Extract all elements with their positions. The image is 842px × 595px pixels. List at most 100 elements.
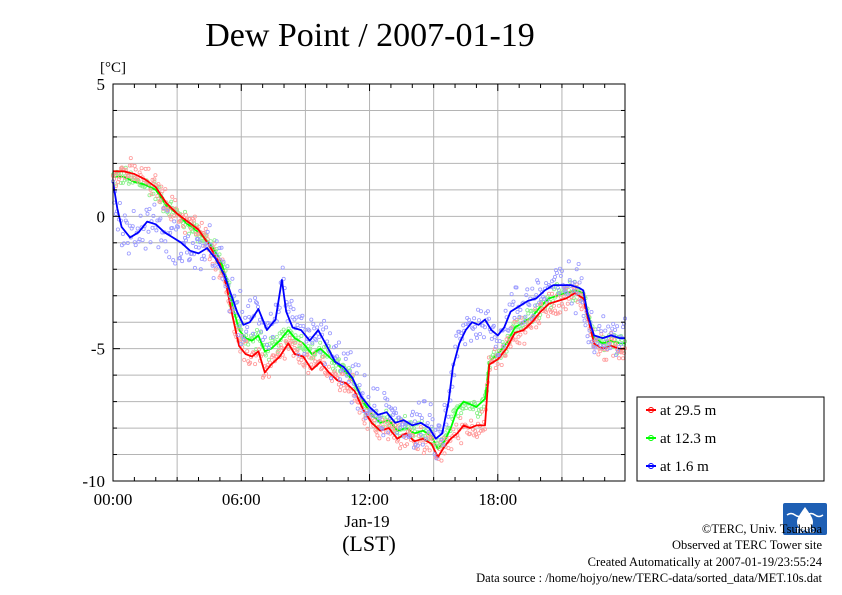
series-2-sample-point [268,311,273,316]
series-2-sample-point [184,250,189,255]
series-2-sample-point [133,243,138,248]
series-2-sample-point [322,318,327,323]
series-2-sample-point [384,403,389,408]
series-2-sample-point [270,334,275,339]
series-1-sample-point [122,178,127,183]
series-1-sample-point [299,333,304,338]
series-2-sample-point [291,307,296,312]
series-2-sample-point [485,309,490,314]
series-1-sample-point [471,407,476,412]
series-0-sample-point [458,415,463,420]
series-1-sample-point [126,181,131,186]
series-0-sample-point [291,353,296,358]
series-2-sample-point [572,280,577,285]
series-2-sample-point [524,293,529,298]
series-0-sample-point [272,359,277,364]
legend-label: at 29.5 m [660,403,717,419]
series-0-sample-point [515,340,520,345]
series-1-sample-point [472,399,477,404]
series-2-sample-point [607,341,612,346]
series-2-sample-point [577,280,582,285]
series-2-sample-point [565,292,570,297]
series-2-sample-point [232,293,237,298]
series-0-sample-point [404,442,409,447]
series-2-sample-point [244,329,249,334]
series-2-sample-point [306,327,311,332]
series-0-sample-point [439,458,444,463]
series-2-sample-point [501,344,506,349]
series-0-sample-point [180,224,185,229]
series-1-sample-point [168,201,173,206]
legend-label: at 1.6 m [660,459,709,475]
series-2-sample-point [508,326,513,331]
series-0-sample-point [537,321,542,326]
series-2-sample-point [300,313,305,318]
series-2-sample-point [409,413,414,418]
series-2-sample-point [592,350,597,355]
series-1-sample-point [208,239,213,244]
series-2-sample-point [527,303,532,308]
series-2-sample-point [339,381,344,386]
series-2-sample-point [526,302,531,307]
series-2-sample-point [274,319,279,324]
series-2-sample-point [512,315,517,320]
series-2-sample-point [156,245,161,250]
series-0-sample-point [486,355,491,360]
series-2-sample-point [611,321,616,326]
series-2-sample-point [237,323,242,328]
series-0-sample-point [548,307,553,312]
series-0-sample-point [549,309,554,314]
series-2-sample-point [343,356,348,361]
series-2-sample-point [544,281,549,286]
plot-frame [112,83,626,482]
series-1-sample-point [402,413,407,418]
series-0-sample-point [375,433,380,438]
series-0-sample-point [326,364,331,369]
series-2-sample-point [576,261,581,266]
series-2-sample-point [289,298,294,303]
series-1-sample-point [151,191,156,196]
series-2-sample-point [122,213,127,218]
series-2-sample-point [314,338,319,343]
series-1-sample-point [276,343,281,348]
series-0-sample-point [282,356,287,361]
series-2-sample-point [117,200,122,205]
series-0-sample-point [170,194,175,199]
series-2-sample-point [168,230,173,235]
series-2-sample-point [360,391,365,396]
x-axis-label: (LST) [342,531,396,556]
series-0-sample-point [518,332,523,337]
series-2-sample-point [518,307,523,312]
series-0-sample-point [242,357,247,362]
series-2-sample-point [574,267,579,272]
series-2-sample-point [541,294,546,299]
series-0-sample-point [517,341,522,346]
series-0-sample-point [312,351,317,356]
series-2-sample-point [595,340,600,345]
series-0-sample-point [267,360,272,365]
series-0-sample-point [385,418,390,423]
series-2-sample-point [589,309,594,314]
series-2-sample-point [225,264,230,269]
series-2-sample-point [115,227,120,232]
series-2-sample-point [590,339,595,344]
series-0-sample-point [298,341,303,346]
series-2-sample-point [129,226,134,231]
series-2-sample-point [337,377,342,382]
series-2-sample-point [310,340,315,345]
series-2-sample-point [179,251,184,256]
series-2-sample-point [553,274,558,279]
series-0-sample-point [365,426,370,431]
series-2-sample-point [567,277,572,282]
series-2-sample-point [151,213,156,218]
series-0-sample-point [469,418,474,423]
x-tick-label: 18:00 [478,490,517,509]
series-2-sample-point [390,408,395,413]
series-2-sample-point [557,266,562,271]
series-2-sample-point [463,342,468,347]
series-2-sample-point [459,331,464,336]
series-1-sample-point [306,344,311,349]
series-2-sample-point [138,213,143,218]
series-2-sample-point [477,331,482,336]
series-layer [111,156,628,463]
